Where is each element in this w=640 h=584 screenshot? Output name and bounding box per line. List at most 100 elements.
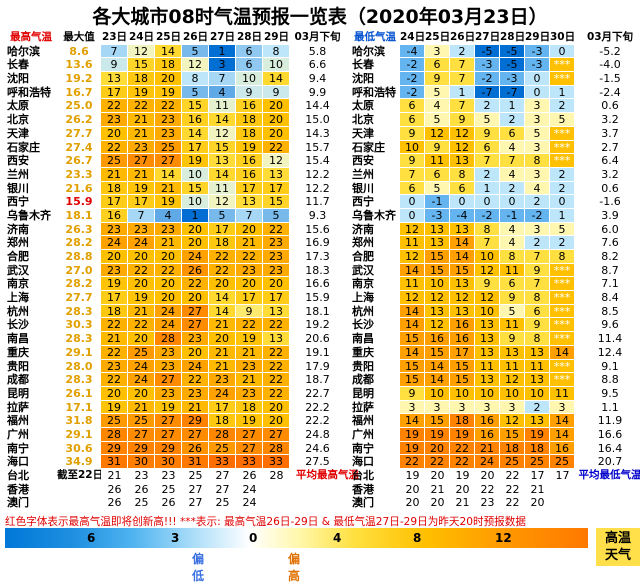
temp-cell [263,483,290,497]
city-name: 北京 [352,113,374,127]
temp-cell: 4 [525,181,550,196]
temp-cell: 4 [209,85,236,100]
table-row: 西安 26.7 25 27 27 19 13 16 12 15.4 [5,154,365,168]
temp-cell: 22 [263,386,290,401]
city-name: 呼和浩特 [7,85,51,99]
month-mean: 3.9 [601,208,619,222]
temp-cell: 17 [182,140,209,155]
temp-cell: 22 [263,140,290,155]
temp-cell: 18 [236,113,263,127]
temp-cell: 18 [209,236,236,250]
temp-cell: -2 [400,72,425,86]
temp-cell: 20 [405,482,420,496]
temp-cell: 20 [101,126,128,141]
city-name: 南昌 [7,332,29,346]
temp-cell: 2 [525,195,550,209]
month-mean: 12.4 [597,345,623,359]
max-value: 28.3 [65,332,93,346]
city-name: 济南 [7,222,29,236]
column-header: 最大值 [63,31,95,43]
month-mean: 15.7 [305,140,330,154]
temp-cell: 22 [425,455,450,469]
temp-cell: 27 [155,414,182,428]
temp-cell: 15 [425,263,450,278]
temp-cell: 33 [263,455,290,469]
temp-cell: 20 [209,277,236,292]
city-name: 南昌 [352,332,374,346]
table-row: 呼和浩特 -2 5 1 -7 -7 0 1 -2.4 [350,85,640,100]
table-row: 天津 27.7 20 21 23 14 12 18 20 14.3 [5,126,365,141]
temp-cell: 2 [550,236,575,250]
as-of-label: 截至22日 [57,469,101,481]
month-mean: 8.5 [601,304,619,318]
temp-cell: 19 [400,441,425,456]
temp-cell: 12 [400,250,425,264]
temp-cell: 3 [425,44,450,59]
temp-cell: 18 [128,72,155,86]
temp-cell: 28 [101,427,128,442]
temp-cell: -1 [425,195,450,209]
temp-cell: 12 [425,318,450,333]
temp-cell: 20 [263,277,290,292]
column-header: 03月下旬 [586,31,634,43]
as-of-label [57,496,101,510]
temp-cell: 19 [155,85,182,100]
temp-cell: 10 [475,304,500,319]
temp-cell: 0 [550,195,575,209]
max-value: 17.1 [65,400,93,414]
month-mean: -4.0 [599,58,621,72]
temp-cell: 8 [263,44,290,59]
temp-cell: 16 [450,318,475,333]
temp-cell: 13 [450,154,475,168]
temp-cell: 7 [475,154,500,168]
max-value: 13.6 [65,58,93,72]
max-value: 34.9 [65,455,93,469]
temp-cell: 15 [400,359,425,374]
column-header: 26日 [450,31,475,43]
table-row: 乌鲁木齐 18.1 16 7 4 1 5 7 5 9.3 [5,208,365,223]
temp-cell: 24 [155,318,182,333]
temp-cell: 25 [128,414,155,428]
max-value: 28.3 [65,373,93,387]
temp-cell: 15 [425,414,450,428]
temp-cell: 19 [128,181,155,196]
temp-cell: 13 [209,154,236,168]
temp-cell: 20 [263,99,290,114]
temp-cell: 19 [450,427,475,442]
temp-cell: *** [550,291,575,305]
temp-cell: 12 [500,373,525,387]
max-value: 30.3 [65,318,93,332]
city-name: 香港 [352,482,374,496]
temp-cell: 22 [450,455,475,469]
temp-cell: 18 [155,58,182,73]
temp-cell: 18 [101,181,128,196]
temp-cell: 22 [128,318,155,333]
temp-cell: 21 [236,373,263,387]
temp-cell: 19 [236,332,263,346]
temp-cell: 3 [475,400,500,415]
temp-cell: 29 [101,441,128,456]
as-of-label [57,483,101,497]
temp-cell: *** [550,373,575,387]
max-value: 25.0 [65,99,93,113]
city-name: 西安 [7,154,29,168]
temp-cell: 24 [128,359,155,374]
table-row: 长沙 30.3 22 22 24 27 21 22 22 19.2 [5,318,365,333]
temp-cell: 27 [215,469,230,482]
temp-cell: 20 [430,469,445,482]
temp-cell: 3 [425,400,450,415]
temp-cell: 21 [209,318,236,333]
temp-cell: 15 [425,250,450,264]
temp-cell: 8 [475,222,500,237]
temp-cell: 9 [525,318,550,333]
table-row: 香港 20 21 20 22 22 21 [350,483,640,497]
temp-cell: 1 [209,44,236,59]
temp-cell: 22 [400,455,425,469]
city-name: 沈阳 [352,72,374,86]
temp-cell: 14 [400,414,425,428]
temp-cell: 5 [209,208,236,223]
temp-cell: 26 [242,469,257,482]
temp-cell: 15 [450,373,475,387]
month-mean: 11.7 [305,195,330,209]
temp-cell: 20 [263,400,290,415]
